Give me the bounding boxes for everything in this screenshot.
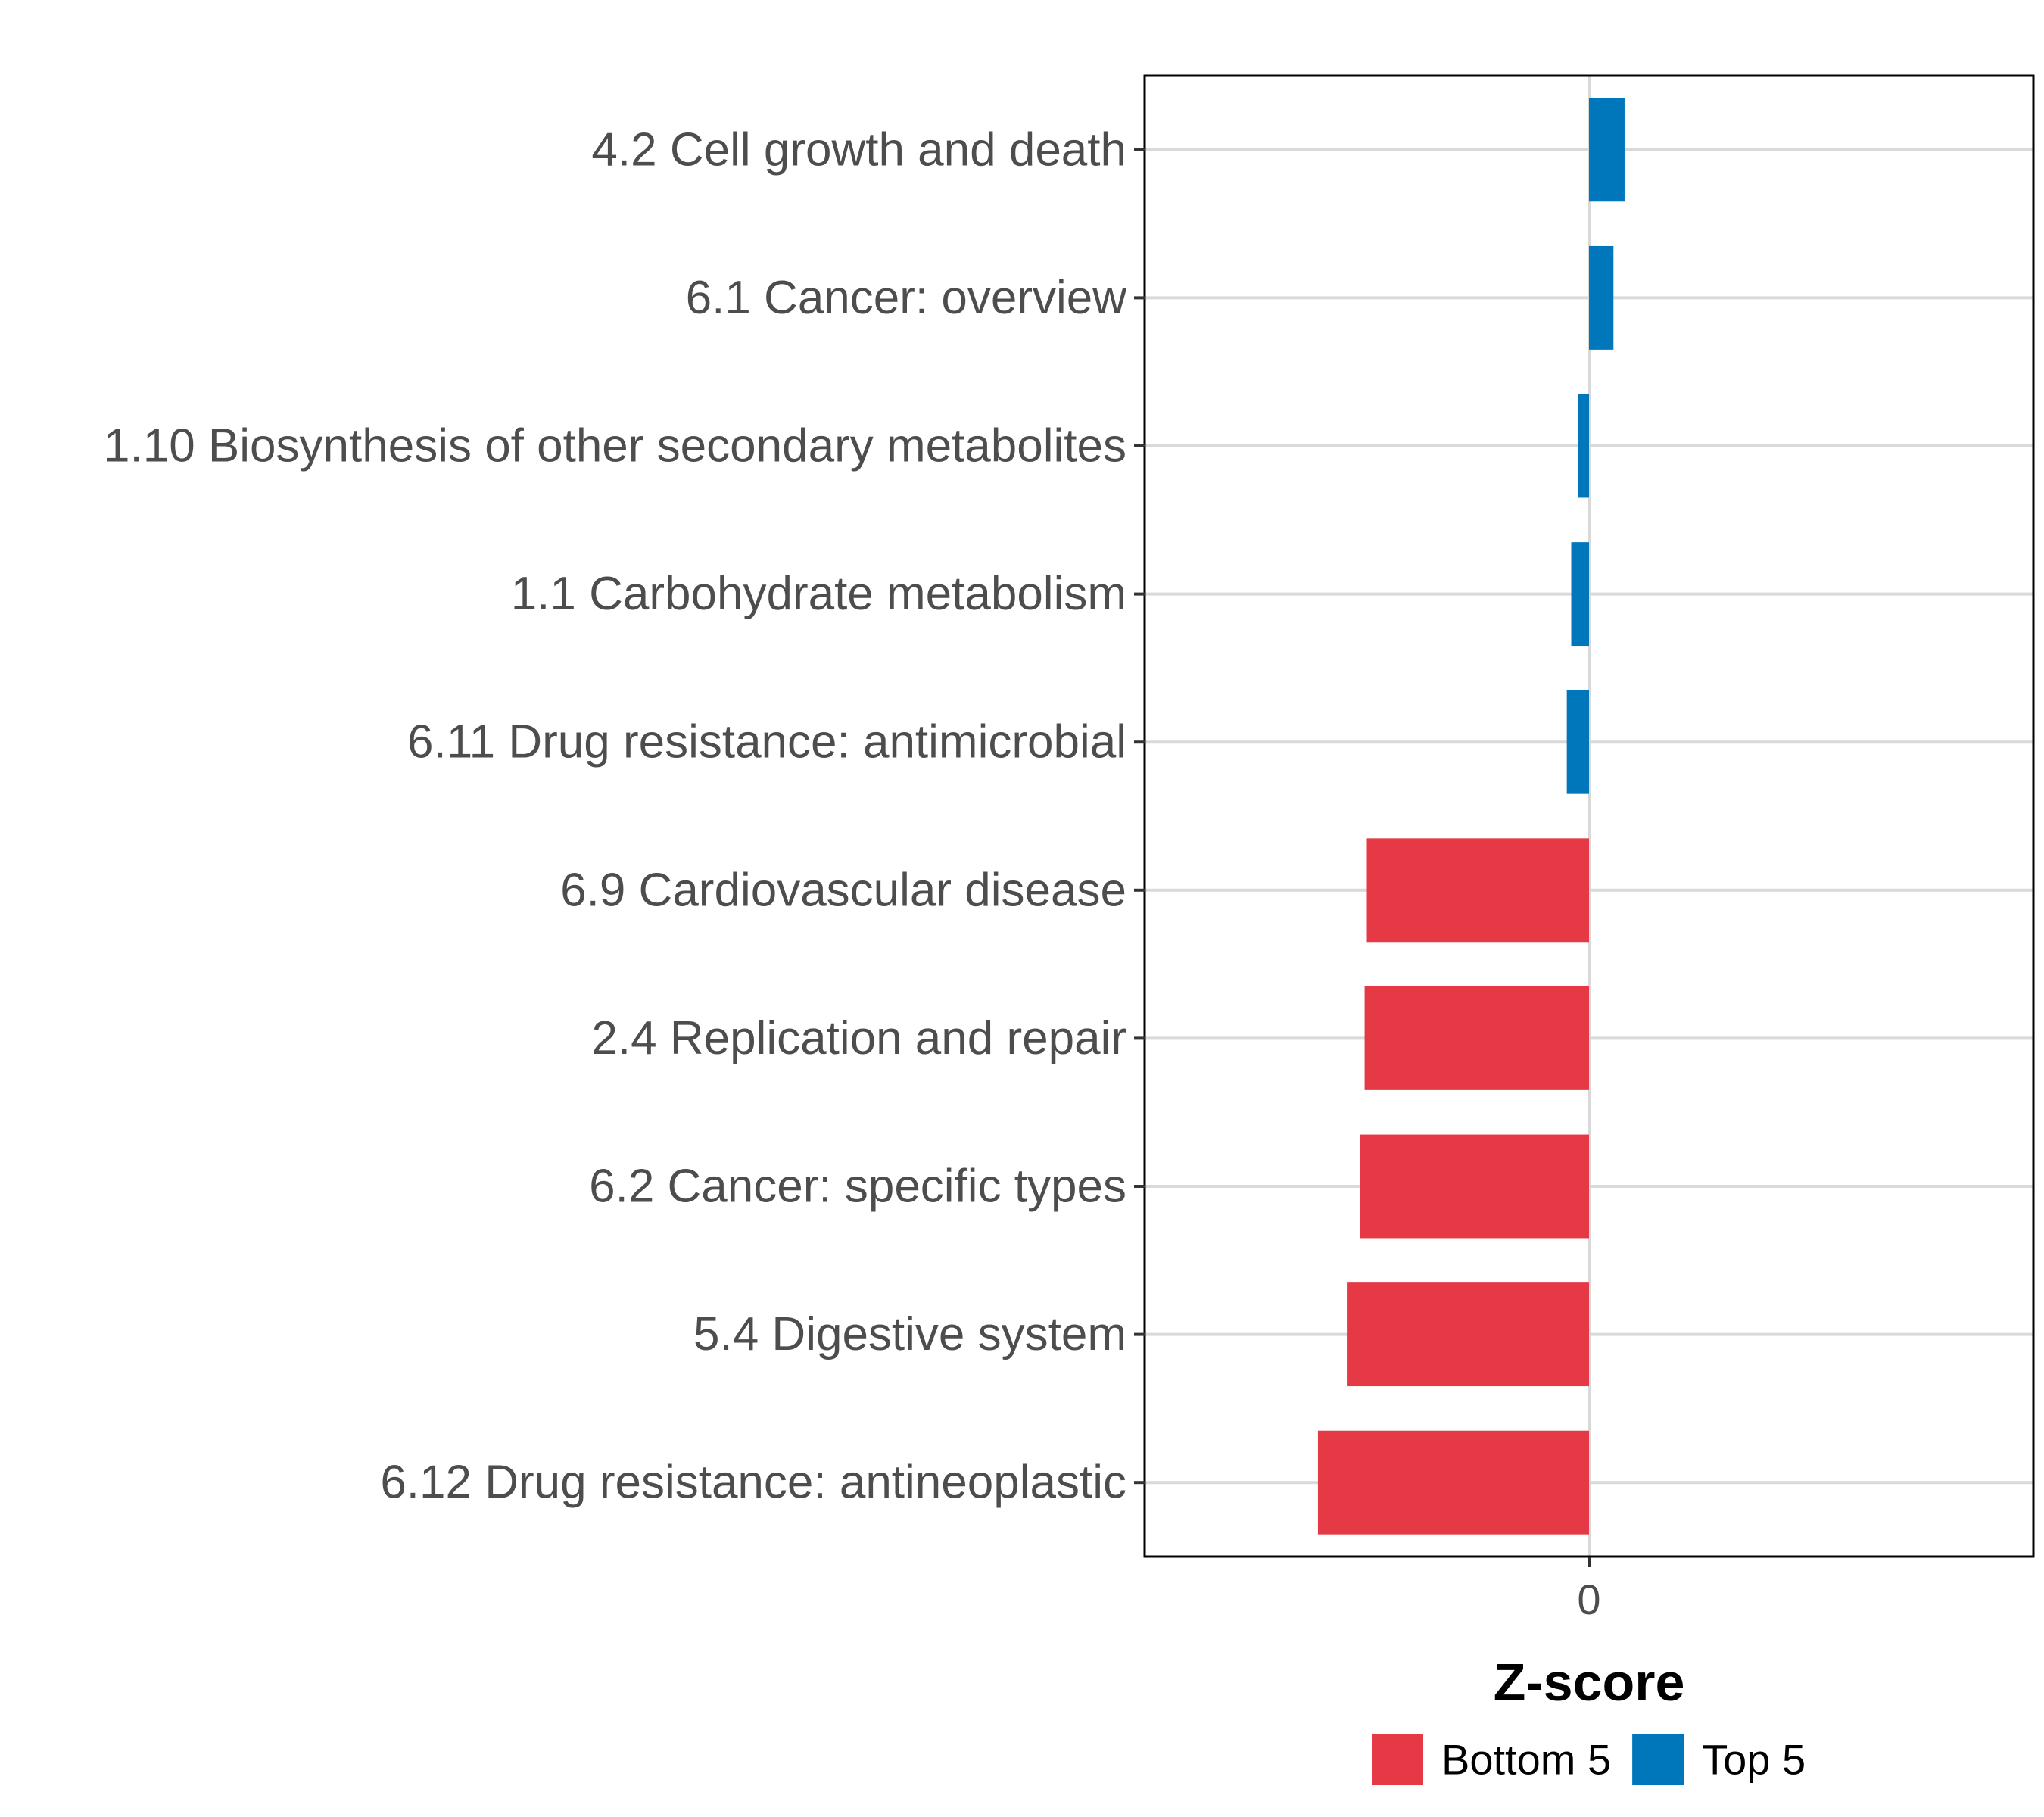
y-tick-label: 4.2 Cell growth and death — [591, 123, 1126, 176]
bar — [1317, 1430, 1589, 1535]
legend-label: Bottom 5 — [1441, 1736, 1611, 1784]
legend-swatch — [1372, 1734, 1423, 1785]
bar — [1364, 986, 1589, 1090]
y-tick-label: 6.9 Cardiovascular disease — [560, 864, 1126, 916]
y-axis-ticks — [1134, 148, 1145, 1485]
legend-swatch — [1632, 1734, 1684, 1785]
x-axis-ticks: 0 — [1577, 1557, 1601, 1623]
bars — [1317, 98, 1625, 1535]
y-axis-labels: 4.2 Cell growth and death 6.1 Cancer: ove… — [104, 123, 1126, 1508]
y-tick-label: 6.2 Cancer: specific types — [589, 1161, 1126, 1213]
bar — [1571, 542, 1589, 647]
y-tick-label: 1.1 Carbohydrate metabolism — [511, 568, 1126, 620]
x-tick-label: 0 — [1577, 1575, 1600, 1623]
y-tick-label: 5.4 Digestive system — [693, 1308, 1126, 1360]
bar — [1578, 394, 1589, 498]
y-tick-label: 6.1 Cancer: overview — [686, 272, 1127, 324]
legend-label: Top 5 — [1702, 1736, 1806, 1784]
bar — [1589, 245, 1614, 350]
bar — [1589, 98, 1625, 202]
y-tick-label: 6.11 Drug resistance: antimicrobial — [407, 716, 1126, 768]
bar — [1566, 690, 1589, 794]
legend: Bottom 5 Top 5 — [1372, 1734, 1806, 1785]
bar — [1366, 838, 1589, 943]
y-tick-label: 6.12 Drug resistance: antineoplastic — [380, 1457, 1126, 1509]
bar — [1360, 1134, 1589, 1239]
bar — [1347, 1282, 1589, 1387]
y-tick-label: 1.10 Biosynthesis of other secondary met… — [104, 420, 1126, 472]
y-tick-label: 2.4 Replication and repair — [591, 1012, 1126, 1064]
x-axis-title: Z-score — [1494, 1653, 1685, 1712]
